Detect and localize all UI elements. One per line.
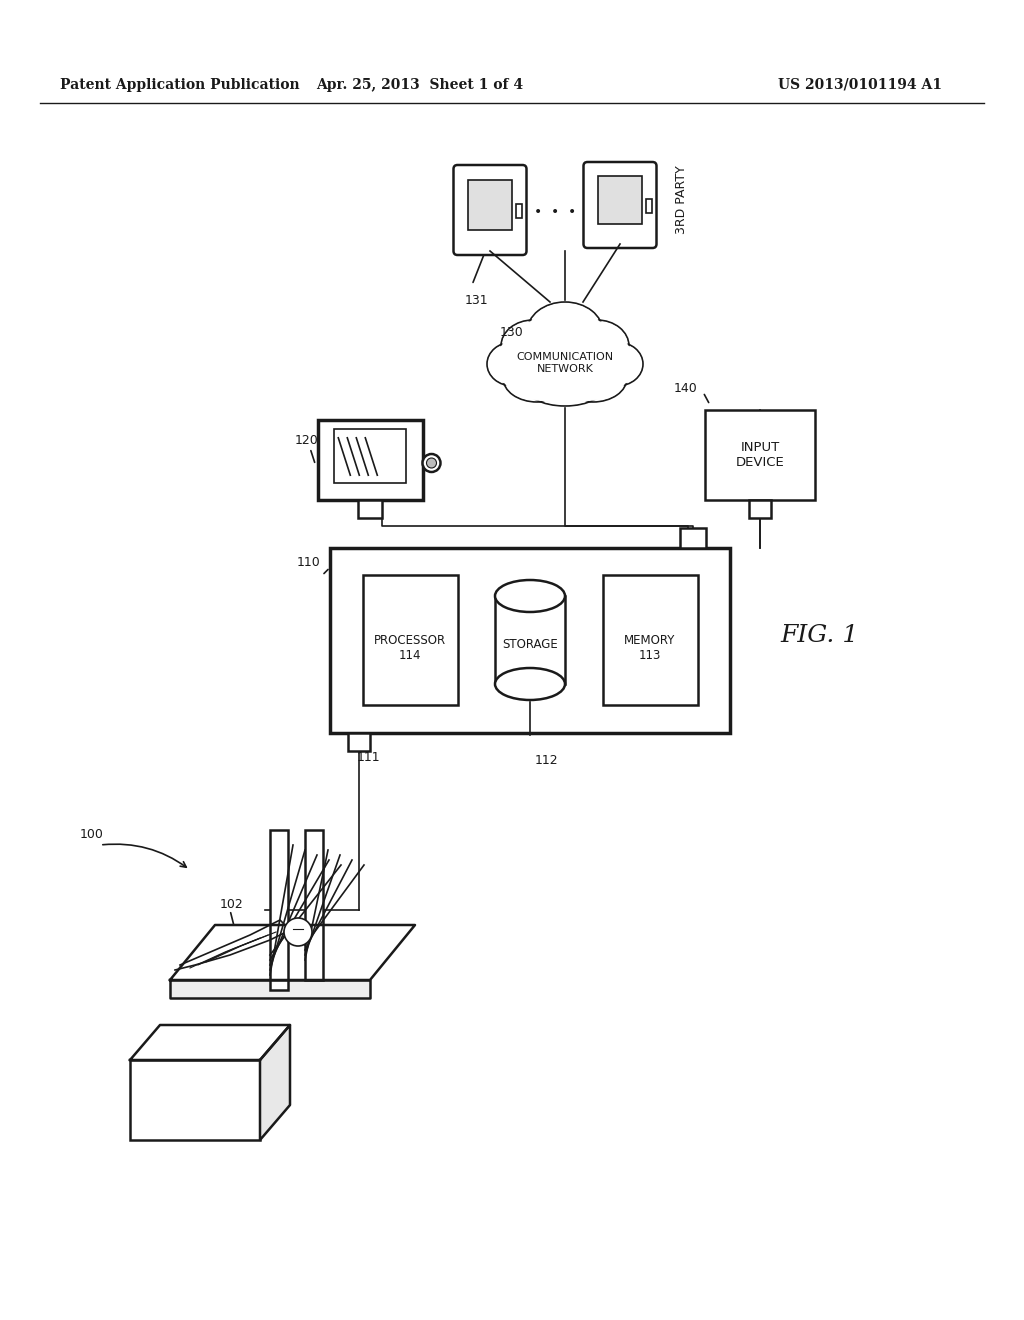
Ellipse shape	[523, 362, 607, 407]
Ellipse shape	[495, 668, 565, 700]
Ellipse shape	[591, 342, 643, 385]
Bar	[130, 1060, 260, 1140]
Ellipse shape	[593, 345, 641, 384]
Text: •  •  •: • • •	[534, 205, 577, 219]
Ellipse shape	[503, 322, 563, 370]
Bar	[334, 429, 406, 483]
Polygon shape	[170, 925, 415, 979]
Bar	[598, 176, 642, 224]
Ellipse shape	[505, 356, 569, 400]
Bar	[680, 528, 706, 548]
Ellipse shape	[512, 323, 618, 396]
Bar	[515, 205, 521, 218]
Text: 111: 111	[357, 751, 381, 764]
Bar	[317, 420, 423, 500]
Ellipse shape	[510, 322, 620, 399]
Circle shape	[423, 454, 440, 473]
Bar	[348, 733, 370, 751]
Ellipse shape	[487, 342, 539, 385]
Text: 112: 112	[535, 754, 559, 767]
Text: 102: 102	[220, 899, 244, 912]
Text: 131: 131	[465, 293, 488, 306]
Bar	[495, 597, 565, 684]
Ellipse shape	[565, 319, 629, 372]
Ellipse shape	[525, 364, 605, 404]
Polygon shape	[130, 1026, 290, 1060]
Polygon shape	[170, 979, 370, 998]
Bar	[330, 548, 730, 733]
Ellipse shape	[527, 302, 603, 362]
Text: 120: 120	[295, 433, 318, 446]
Text: Patent Application Publication: Patent Application Publication	[60, 78, 300, 92]
Text: 140: 140	[673, 381, 697, 395]
Ellipse shape	[489, 345, 537, 384]
Bar	[602, 576, 697, 705]
Circle shape	[427, 458, 436, 469]
Bar	[749, 500, 771, 517]
Text: 110: 110	[296, 556, 319, 569]
Bar	[645, 199, 651, 213]
Text: US 2013/0101194 A1: US 2013/0101194 A1	[778, 78, 942, 92]
Text: FIG. 1: FIG. 1	[781, 623, 859, 647]
Text: INPUT
DEVICE: INPUT DEVICE	[735, 441, 784, 469]
Text: 3RD PARTY: 3RD PARTY	[675, 165, 688, 235]
Ellipse shape	[501, 319, 565, 372]
Text: 100: 100	[80, 829, 103, 842]
Ellipse shape	[559, 354, 627, 403]
Text: 101: 101	[130, 1109, 154, 1122]
FancyBboxPatch shape	[454, 165, 526, 255]
Bar	[362, 576, 458, 705]
FancyBboxPatch shape	[584, 162, 656, 248]
Ellipse shape	[503, 354, 571, 403]
Bar	[358, 500, 382, 517]
Circle shape	[284, 917, 312, 946]
Text: STORAGE: STORAGE	[502, 639, 558, 652]
Text: PROCESSOR
114: PROCESSOR 114	[374, 634, 446, 663]
Text: COMMUNICATION
NETWORK: COMMUNICATION NETWORK	[516, 352, 613, 374]
Text: MEMORY
113: MEMORY 113	[625, 634, 676, 663]
Ellipse shape	[529, 304, 601, 360]
Ellipse shape	[561, 356, 625, 400]
Bar	[705, 411, 815, 500]
Text: Apr. 25, 2013  Sheet 1 of 4: Apr. 25, 2013 Sheet 1 of 4	[316, 78, 523, 92]
Ellipse shape	[567, 322, 627, 370]
Bar	[270, 830, 288, 990]
Bar	[468, 180, 512, 231]
Bar	[305, 830, 323, 979]
Polygon shape	[260, 1026, 290, 1140]
Text: 130: 130	[500, 326, 523, 338]
Ellipse shape	[495, 579, 565, 612]
